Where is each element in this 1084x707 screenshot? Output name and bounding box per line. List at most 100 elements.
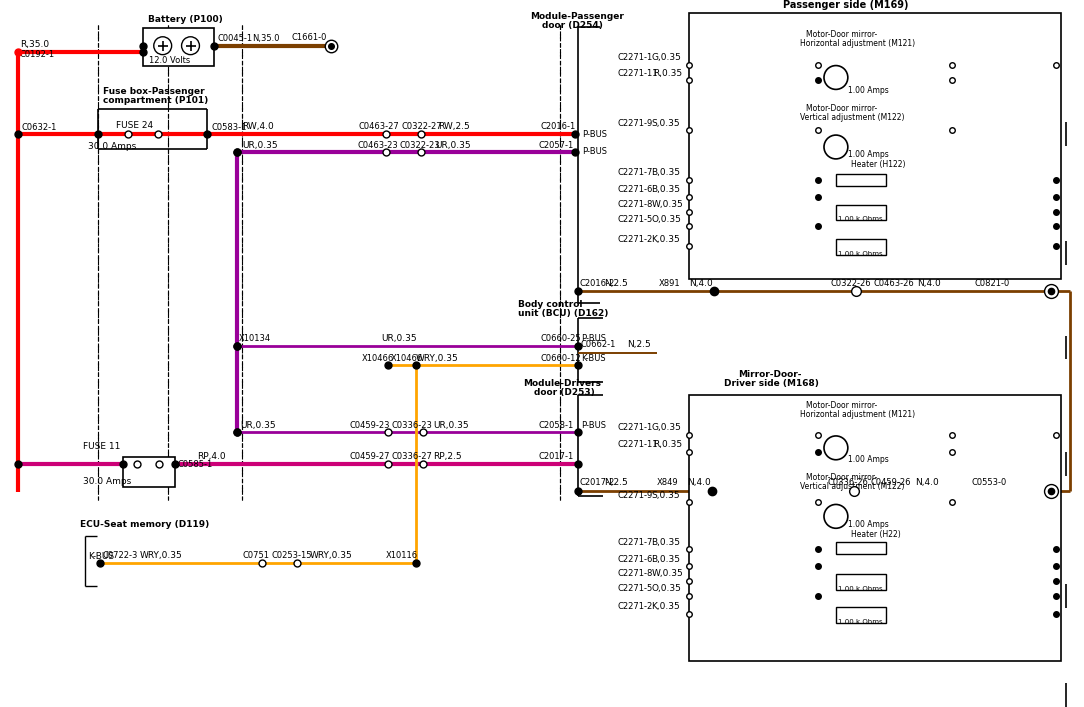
Text: C0322-23: C0322-23 [399,141,440,149]
Text: unit (BCU) (D162): unit (BCU) (D162) [518,309,608,318]
Text: Vertical adjustment (M122): Vertical adjustment (M122) [800,112,905,122]
Text: FUSE 11: FUSE 11 [83,443,120,451]
Text: Module-Passenger: Module-Passenger [530,13,624,21]
Text: K,0.35: K,0.35 [651,235,680,244]
Text: UR,0.35: UR,0.35 [241,421,275,430]
Text: C2271-7: C2271-7 [618,538,653,547]
Text: C0463-26: C0463-26 [874,279,915,288]
Text: Fuse box-Passenger: Fuse box-Passenger [103,87,205,96]
Text: 30.0 Amps: 30.0 Amps [83,477,131,486]
Text: X10466: X10466 [361,354,393,363]
Text: Vertical adjustment (M122): Vertical adjustment (M122) [800,482,905,491]
Text: O,0.35: O,0.35 [651,585,681,593]
Text: K,0.35: K,0.35 [651,602,680,612]
Text: X891: X891 [659,279,681,288]
Text: RP,4.0: RP,4.0 [197,452,227,461]
Text: C2271-6: C2271-6 [618,554,653,563]
Text: door (D253): door (D253) [534,387,595,397]
Text: Motor-Door mirror-: Motor-Door mirror- [806,30,877,40]
Text: 1.00 Amps: 1.00 Amps [848,151,889,160]
Text: Driver side (M168): Driver side (M168) [724,379,818,388]
Text: R,0.35: R,0.35 [654,69,682,78]
Text: N,4.0: N,4.0 [687,478,711,487]
Bar [836,204,886,221]
Text: 1.00 Amps: 1.00 Amps [848,520,889,529]
Text: C1661-0: C1661-0 [292,33,327,42]
Text: WRY,0.35: WRY,0.35 [140,551,182,559]
Text: Motor-Door mirror-: Motor-Door mirror- [806,473,877,482]
Text: UR,0.35: UR,0.35 [242,141,278,149]
Text: C2017-1: C2017-1 [538,452,573,461]
Text: RW,2.5: RW,2.5 [438,122,469,131]
Text: C0336-23: C0336-23 [391,421,431,430]
Text: 1.00 k Ohms: 1.00 k Ohms [838,619,882,624]
Text: WRY,0.35: WRY,0.35 [310,551,352,559]
Text: RP,2.5: RP,2.5 [433,452,462,461]
Bar [689,395,1061,661]
Text: C2271-2: C2271-2 [618,602,653,612]
Text: C2271-11: C2271-11 [618,69,658,78]
Text: C2271-9: C2271-9 [618,491,653,500]
Text: ECU-Seat memory (D119): ECU-Seat memory (D119) [80,520,209,529]
Text: C0751: C0751 [242,551,269,559]
Text: C0459-23: C0459-23 [349,421,390,430]
Text: C0322-27: C0322-27 [401,122,441,131]
Text: C2271-1: C2271-1 [618,423,653,433]
Text: N,2.5: N,2.5 [605,478,629,487]
Text: C0660-12: C0660-12 [540,354,581,363]
Text: R,0.35: R,0.35 [654,440,682,450]
Text: C0722-3: C0722-3 [102,551,138,559]
Bar [143,28,215,66]
Text: P-BUS: P-BUS [581,421,606,430]
Text: C2016-1: C2016-1 [540,122,576,131]
Bar [689,13,1061,279]
Text: C0322-26: C0322-26 [831,279,872,288]
Text: C2271-2: C2271-2 [618,235,653,244]
Text: C0336-26: C0336-26 [828,478,869,487]
Circle shape [154,37,171,54]
Text: C2271-5: C2271-5 [618,585,653,593]
Text: P-BUS: P-BUS [582,129,607,139]
Text: G,0.35: G,0.35 [651,423,681,433]
Text: 1.00 k Ohms: 1.00 k Ohms [838,251,882,257]
Text: C2057-1: C2057-1 [538,141,573,149]
Bar [836,542,886,554]
Text: Motor-Door mirror-: Motor-Door mirror- [806,401,877,409]
Text: C0821-0: C0821-0 [975,279,1010,288]
Text: G,0.35: G,0.35 [651,53,681,62]
Text: FUSE 24: FUSE 24 [116,121,153,129]
Text: C2271-6: C2271-6 [618,185,653,194]
Text: N,4.0: N,4.0 [917,279,941,288]
Text: C0253-15: C0253-15 [272,551,312,559]
Text: R,35.0: R,35.0 [20,40,49,49]
Text: C2271-8: C2271-8 [618,569,653,578]
Text: C0583-1: C0583-1 [211,122,247,132]
Text: W,0.35: W,0.35 [651,569,683,578]
Text: X849: X849 [657,478,679,487]
Text: WRY,0.35: WRY,0.35 [416,354,459,363]
Text: O,0.35: O,0.35 [651,215,681,224]
Text: S,0.35: S,0.35 [651,491,680,500]
Text: K-BUS: K-BUS [581,354,605,363]
Text: UR,0.35: UR,0.35 [433,421,468,430]
Text: C0553-0: C0553-0 [972,478,1007,487]
Text: 30.0 Amps: 30.0 Amps [88,143,137,151]
Text: Horizontal adjustment (M121): Horizontal adjustment (M121) [800,39,915,48]
Text: 1.00 Amps: 1.00 Amps [848,86,889,95]
Bar [836,607,886,623]
Text: Heater (H22): Heater (H22) [851,530,901,539]
Circle shape [181,37,199,54]
Text: N,2.5: N,2.5 [628,340,651,349]
Text: N,4.0: N,4.0 [689,279,712,288]
Text: Mirror-Door-: Mirror-Door- [738,370,802,379]
Text: C2271-9: C2271-9 [618,119,653,128]
Text: C0192-1: C0192-1 [20,50,55,59]
Text: Module-Drivers: Module-Drivers [524,379,602,388]
Text: C0632-1: C0632-1 [22,122,57,132]
Bar [836,240,886,255]
Text: C0660-25: C0660-25 [540,334,581,343]
Circle shape [824,436,848,460]
Text: Passenger side (M169): Passenger side (M169) [784,0,908,10]
Text: C0463-27: C0463-27 [359,122,399,131]
Text: C2271-8: C2271-8 [618,200,653,209]
